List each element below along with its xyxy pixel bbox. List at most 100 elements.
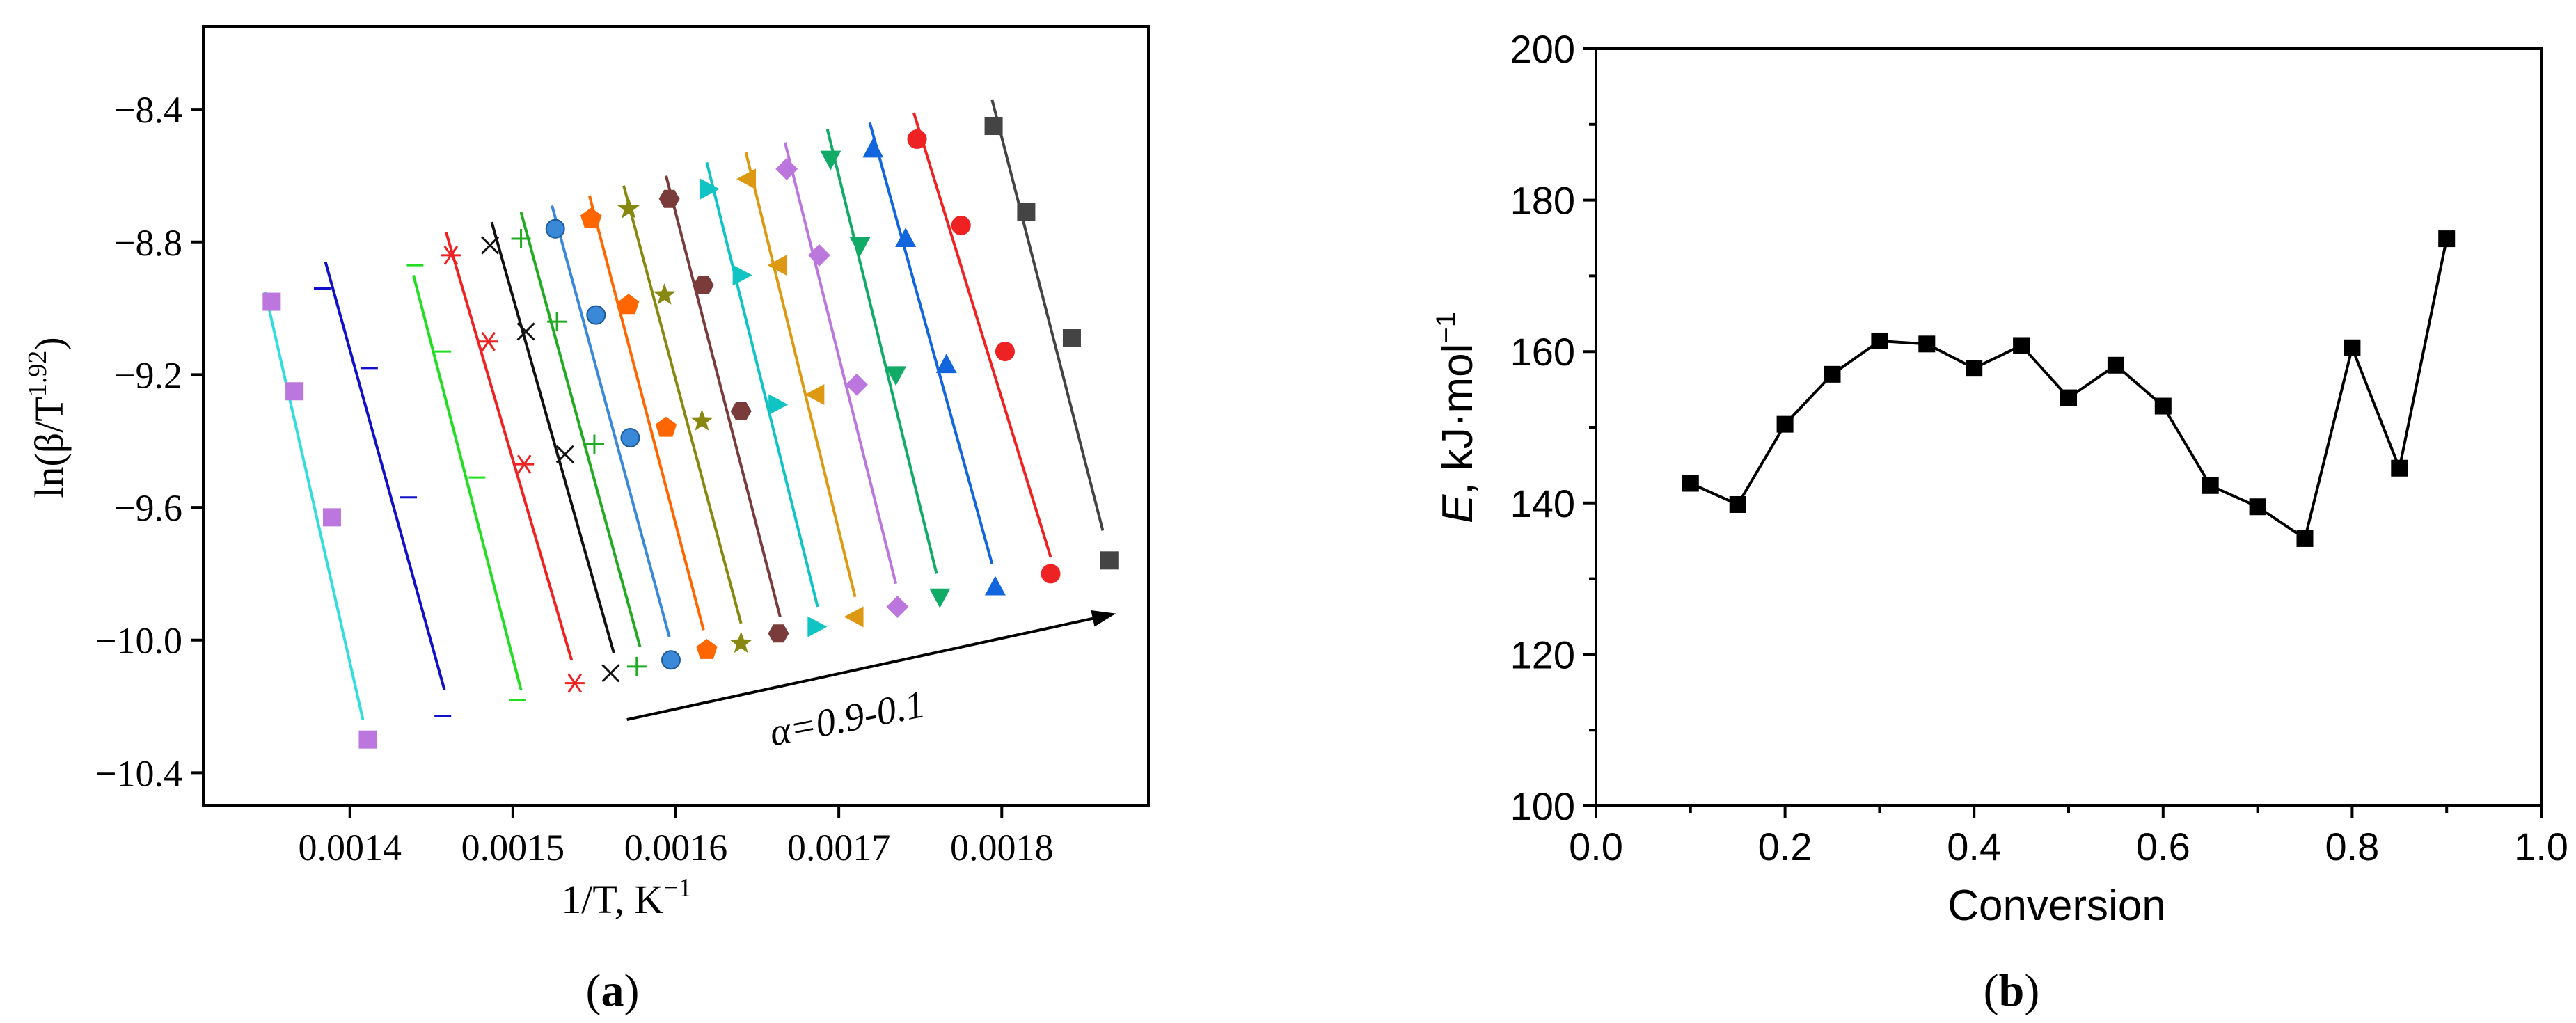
panel-b-y-axis-label: E, kJ·mol−1 [1431, 312, 1482, 523]
panel-b-x-tick-label: 0.6 [2136, 825, 2190, 869]
panel-a-point [768, 624, 789, 643]
panel-b-point [2202, 477, 2219, 494]
panel-a-point [984, 116, 1003, 135]
panel-a-point [935, 354, 957, 374]
panel-b-x-axis-label: Conversion [1947, 882, 2166, 930]
panel-a-point [516, 322, 535, 341]
panel-a-fit-line [825, 129, 938, 574]
panel-a-x-axis-label: 1/T, K−1 [561, 873, 692, 922]
panel-a-arrow-shaft [626, 617, 1093, 722]
panel-b-point [1918, 335, 1936, 353]
panel-a-point [1041, 564, 1061, 584]
panel-b-y-tick-label: 200 [1510, 27, 1575, 71]
panel-a-point [655, 416, 677, 437]
panel-a-point [805, 384, 825, 406]
panel-b-point [2391, 459, 2408, 477]
panel-a-point [481, 236, 500, 255]
panel-a-point [690, 409, 713, 431]
panel-a-point [849, 237, 871, 257]
panel-a-point [768, 394, 789, 415]
panel-a-y-tick-label: −9.2 [114, 354, 182, 396]
panel-b-point [1966, 360, 1983, 377]
panel-a-y-tick-label: −9.6 [114, 487, 182, 529]
panel-b-point [2296, 530, 2314, 547]
panel-a-point [775, 157, 798, 180]
panel-b-y-tick-label: 180 [1510, 179, 1575, 223]
panel-b-plot-frame [1595, 47, 2543, 807]
panel-a-point [907, 129, 927, 150]
panel-a-point [1100, 551, 1119, 570]
panel-a-arrhenius-plot: 0.0014 0.0015 0.0016 0.0017 0.0018 −8.4 −8.8 −9… [23, 25, 1150, 1016]
panel-a-point [693, 276, 714, 294]
panel-a-point [626, 656, 647, 676]
panel-a-point [729, 631, 752, 653]
panel-a-fit-line [551, 205, 671, 637]
panel-b-point [1682, 475, 1699, 492]
panel-a-fit-line [622, 185, 743, 624]
panel-b-point [1871, 332, 1888, 349]
panel-a-point [661, 650, 681, 670]
panel-a-point [617, 197, 640, 219]
panel-a-fit-line [324, 261, 446, 690]
panel-a-fit-line [665, 175, 782, 617]
panel-b-label: (b) [1984, 965, 2040, 1016]
panel-a-fit-lines [264, 99, 1105, 720]
panel-b-point [2013, 337, 2030, 354]
panel-b-y-tick-label: 140 [1510, 482, 1575, 525]
panel-a-point [620, 427, 640, 447]
panel-a-point [995, 342, 1015, 362]
panel-b-x-tick-label: 1.0 [2514, 825, 2568, 869]
panel-a-arrow [626, 610, 1116, 722]
panel-a-y-tick-label: −8.8 [114, 222, 182, 264]
panel-b-ticks: 0.0 0.2 0.4 0.6 0.8 1.0 100 120 140 160 180 200 [1510, 27, 2568, 869]
panel-b-y-tick-label: 100 [1510, 784, 1575, 828]
panel-a-fit-line [868, 122, 994, 564]
panel-a-point [511, 229, 531, 249]
panel-a-point [885, 366, 907, 386]
panel-a-point [285, 382, 304, 401]
panel-a-point [545, 219, 565, 239]
panel-b-point [2060, 389, 2077, 406]
panel-a-point [601, 664, 620, 683]
panel-a-x-tick-label: 0.0016 [624, 827, 728, 869]
panel-a-point [820, 150, 841, 170]
panel-b-point [2344, 339, 2361, 356]
panel-a-point [984, 576, 1006, 596]
panel-a-data-points [262, 116, 1119, 749]
panel-b-point [2107, 356, 2124, 374]
panel-a-fit-line [490, 221, 615, 654]
panel-b-point [2154, 397, 2172, 415]
panel-a-point [700, 178, 720, 200]
panel-a-point [886, 596, 909, 619]
panel-a-point [555, 445, 574, 463]
panel-a-point [1017, 203, 1036, 221]
panel-b-x-tick-label: 0.4 [1947, 825, 2001, 869]
panel-a-point [929, 588, 951, 608]
panel-a-fit-line [412, 274, 523, 690]
panel-a-point [862, 138, 884, 158]
panel-a-point [653, 283, 676, 305]
panel-a-arrow-head [1091, 610, 1116, 627]
panel-b-point [2249, 498, 2266, 516]
panel-a-point [732, 264, 752, 286]
panel-b-point [2438, 230, 2456, 248]
panel-a-fit-line [444, 231, 574, 660]
panel-b-x-tick-label: 0.0 [1569, 825, 1623, 869]
panel-a-point [1062, 329, 1081, 347]
panel-a-point [696, 639, 718, 659]
panel-a-point [895, 228, 917, 248]
panel-b-y-tick-label: 120 [1510, 633, 1575, 676]
panel-a-fit-line [519, 212, 642, 647]
panel-a-point [767, 255, 787, 276]
panel-a-y-tick-label: −8.4 [114, 89, 182, 131]
panel-a-point [951, 215, 971, 235]
panel-a-point [580, 207, 602, 228]
panel-b-point [1824, 365, 1841, 383]
panel-a-y-tick-label: −10.4 [95, 752, 182, 794]
panel-a-point [584, 434, 604, 454]
panel-a-fit-line [990, 99, 1105, 531]
panel-a-label: (a) [586, 965, 640, 1016]
panel-a-point [807, 616, 828, 637]
panel-a-point [262, 292, 281, 311]
